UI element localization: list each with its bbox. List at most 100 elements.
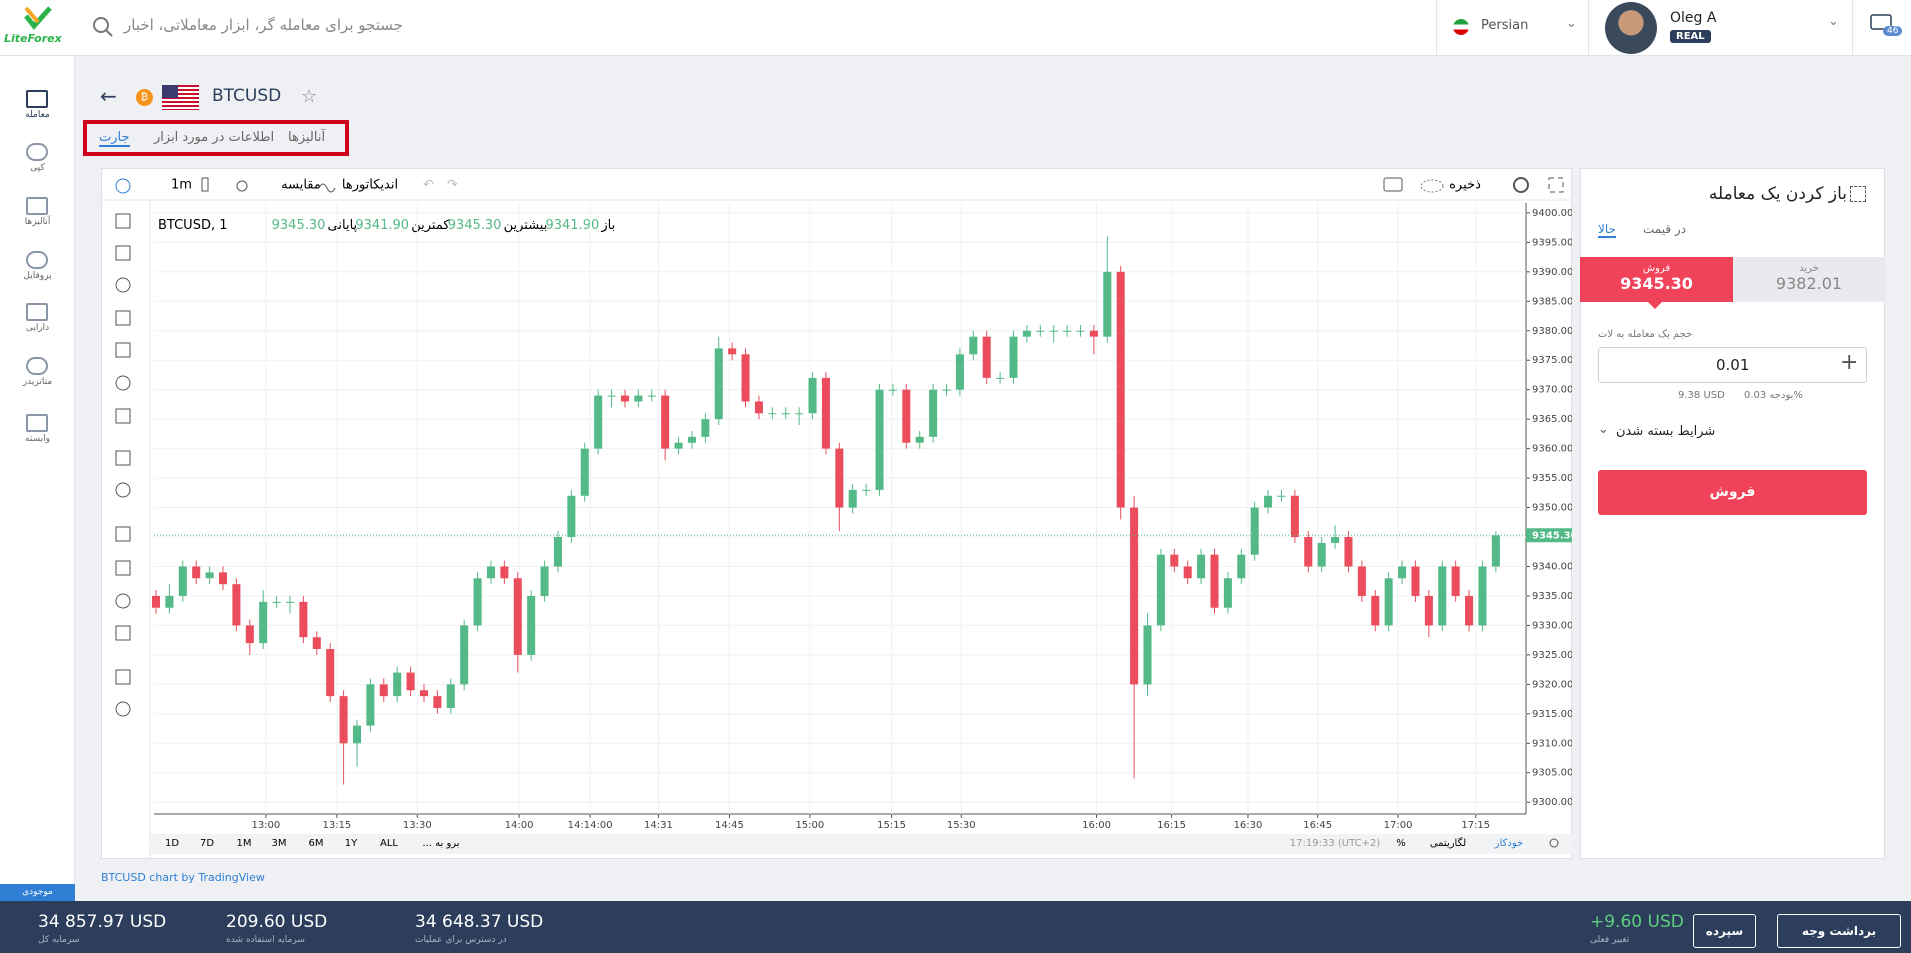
settings-icon[interactable] [1513,177,1529,193]
tool-icon[interactable] [115,593,131,609]
tab[interactable]: اطلاعات در مورد ابزار [154,130,275,145]
percent-toggle[interactable]: % [1396,838,1406,849]
auto-toggle[interactable]: خودکار [1494,838,1523,849]
close-conditions[interactable]: شرایط بسته شدن [1616,424,1716,439]
range-button[interactable]: 1M [237,838,252,849]
undo[interactable]: ↶ [423,178,434,193]
tool-icon[interactable] [115,342,131,358]
balance-tab[interactable]: موجودی [0,884,75,901]
log-toggle[interactable]: لگاریتمی [1430,837,1466,849]
sidebar-item[interactable]: پروفایل [23,271,52,281]
chart-credit[interactable]: BTCUSD chart by TradingView [101,871,265,884]
logo[interactable]: LiteForex [4,32,62,45]
symbol-title: BTCUSD [212,86,282,106]
scale-settings[interactable] [1549,838,1559,848]
range-button[interactable]: 6M [309,838,324,849]
candle-body [326,648,335,697]
tool-icon[interactable] [115,701,131,717]
y-tick-label: 9390.00 [1532,267,1572,278]
save-button[interactable]: ذخیره [1449,178,1481,193]
candle-body [245,625,254,644]
x-tick-label: 16:45 [1303,820,1332,831]
tool-icon[interactable] [115,375,131,391]
interval-button[interactable]: 1m [171,178,192,193]
search-input[interactable]: جستجو برای معامله گر، ابزار معاملاتی، اخ… [124,16,403,34]
sidebar-icon [26,197,48,215]
chevron: ⌄ [1566,16,1577,31]
sell-button[interactable]: فروش [1598,470,1867,515]
tool-icon[interactable] [115,482,131,498]
sidebar-item[interactable]: متاتریدر [22,377,53,387]
candle-body [567,495,576,538]
panel-icon[interactable] [1850,186,1866,202]
compare-button[interactable]: مقایسه [281,178,321,193]
sidebar-item[interactable]: دارایی [25,323,50,333]
favorite-star[interactable]: ☆ [301,86,318,107]
candle-body [1491,535,1500,567]
range-button[interactable]: 1D [165,838,179,849]
candle-body [808,377,817,414]
tab-active[interactable]: حالا [1598,222,1616,238]
back-arrow[interactable]: ← [100,84,117,108]
sidebar-item[interactable]: آنالیزها [24,217,51,227]
goto-date[interactable]: ... برو به [422,838,459,849]
tool-icon[interactable] [115,560,131,576]
tool-icon[interactable] [115,277,131,293]
sidebar-item[interactable]: کپی [30,163,45,173]
tool-icon[interactable] [115,245,131,261]
candle-body [366,684,375,726]
sidebar-item[interactable]: وابسته [25,434,50,444]
legend-value: 9345.30 [448,218,502,233]
withdraw-button[interactable]: برداشت وجه [1777,914,1901,948]
legend-label: باز [600,218,615,233]
account-badge: REAL [1670,30,1711,43]
candle-body [1036,330,1045,332]
range-button[interactable]: ALL [380,838,398,849]
candle-body [1290,495,1299,538]
candle-body [1465,595,1474,626]
sidebar-item[interactable]: معامله [25,110,50,120]
fullscreen-icon[interactable] [1548,177,1564,193]
user-name[interactable]: Oleg A [1670,10,1717,26]
expand-chevron[interactable]: ⌄ [1598,422,1609,437]
tab[interactable]: آنالیزها [288,130,326,145]
tool-icon[interactable] [115,526,131,542]
language-select[interactable]: Persian [1481,18,1529,33]
tool-icon[interactable] [115,213,131,229]
tool-icon[interactable] [115,625,131,641]
tool-icon[interactable] [115,669,131,685]
tool-icon[interactable] [115,178,131,194]
sell-box[interactable]: فروش 9345.30 [1580,257,1733,302]
sell-pointer [1648,302,1662,316]
candle-body [446,684,455,708]
tool-icon[interactable] [115,310,131,326]
candle-type-icon[interactable] [201,177,209,192]
candle-body [754,401,763,414]
plus-button[interactable]: + [1840,350,1859,375]
tab-active[interactable]: جارت [99,130,130,147]
candle-body [714,348,723,420]
tab[interactable]: در قیمت [1643,222,1687,236]
candle-body [500,566,509,579]
chat-icon[interactable] [1870,14,1896,36]
tool-icon[interactable] [115,450,131,466]
candle-body [433,696,442,708]
candle-body [406,672,415,691]
candle-body [768,413,777,415]
deposit-button[interactable]: سپرده [1693,914,1756,948]
x-tick-label: 14:31 [644,820,673,831]
range-button[interactable]: 1Y [345,838,358,849]
legend-label: پایانی [328,218,358,233]
camera-icon[interactable] [1383,177,1403,192]
indicators-button[interactable]: اندیکاتورها [342,178,398,193]
tool-icon[interactable] [115,408,131,424]
buy-box[interactable]: خرید 9382.01 [1733,257,1885,302]
range-button[interactable]: 7D [200,838,214,849]
range-button[interactable]: 3M [272,838,287,849]
redo[interactable]: ↷ [447,178,459,193]
lot-input[interactable] [1598,347,1867,383]
avatar[interactable] [1605,2,1657,54]
x-tick-label: 15:15 [877,820,906,831]
candle-body [192,566,201,579]
